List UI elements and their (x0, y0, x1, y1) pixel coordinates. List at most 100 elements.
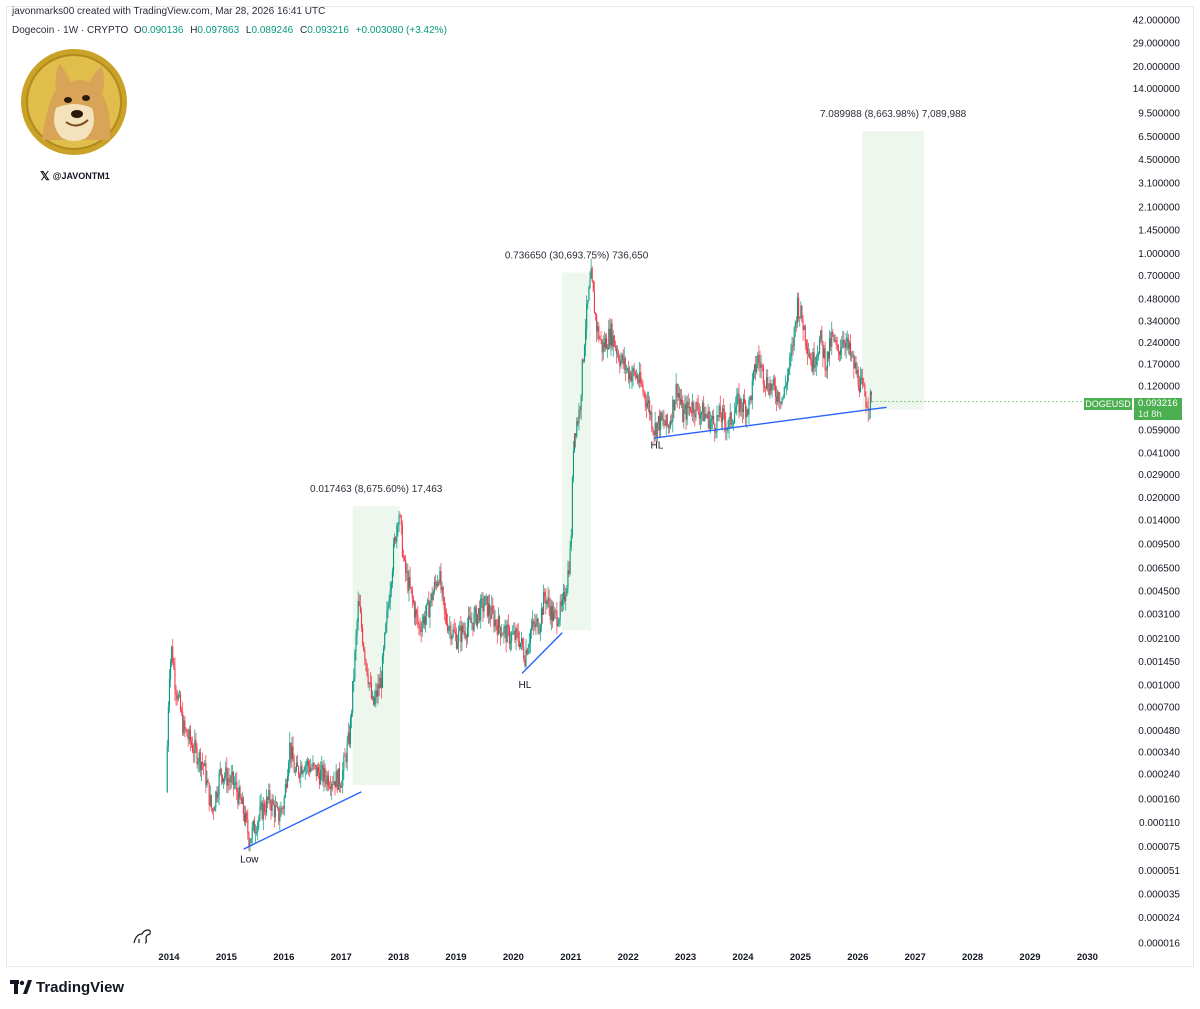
candle-body (200, 762, 203, 771)
candle-body (341, 785, 343, 788)
candle-body (296, 762, 299, 767)
candle-body (486, 596, 488, 617)
candle-body (358, 600, 360, 606)
candle-body (812, 352, 814, 372)
candle-body (432, 592, 434, 601)
candle-body (225, 767, 227, 777)
candle-body (820, 330, 822, 341)
candle-body (339, 785, 342, 788)
candle-body (792, 345, 794, 347)
candle-body (287, 776, 289, 788)
footer-brand[interactable]: TradingView (36, 978, 125, 996)
candle-body (326, 775, 328, 785)
candle-body (628, 368, 630, 380)
candle-body (611, 323, 613, 347)
candle-body (366, 663, 368, 675)
candle-body (343, 755, 345, 770)
zone-label: 0.017463 (8,675.60%) 17,463 (310, 484, 443, 495)
candle-body (515, 628, 517, 640)
candle-body (394, 537, 396, 545)
candle-body (506, 624, 508, 643)
candle-body (697, 403, 699, 412)
candle-body (827, 351, 829, 359)
candle-body (186, 729, 188, 737)
credit-line: javonmarks00 created with TradingView.co… (12, 6, 326, 17)
candle-body (787, 375, 789, 386)
candle-body (702, 402, 704, 413)
candle-body (436, 583, 438, 587)
candle-body (606, 338, 608, 350)
candle-body (607, 348, 609, 350)
candle-body (215, 791, 217, 808)
candle-body (639, 372, 641, 383)
candle-body (282, 808, 284, 810)
y-tick-label: 0.000024 (1138, 913, 1180, 924)
candle-body (766, 377, 768, 388)
candle-body (579, 409, 581, 411)
y-tick-label: 0.240000 (1138, 338, 1180, 349)
candle-body (716, 415, 718, 432)
candle-body (558, 619, 560, 625)
candle-body (260, 802, 262, 806)
candle-body (700, 412, 703, 415)
candle-body (618, 353, 620, 361)
symbol-name[interactable]: Dogecoin · 1W · CRYPTO (12, 25, 129, 36)
handle-text: @JAVONTM1 (52, 171, 110, 181)
candle-body (239, 786, 241, 798)
candle-body (338, 768, 340, 786)
candle-body (375, 690, 377, 698)
y-tick-label: 0.120000 (1138, 381, 1180, 392)
candle-body (761, 365, 763, 367)
candle-body (635, 375, 637, 378)
candle-body (546, 600, 548, 605)
candle-body (262, 803, 264, 820)
y-tick-label: 0.020000 (1138, 493, 1180, 504)
candle-body (655, 422, 657, 437)
y-tick-label: 0.009500 (1138, 540, 1180, 551)
candle-body (704, 413, 706, 422)
candle-body (386, 610, 388, 624)
candle-body (825, 370, 827, 372)
candle-body (269, 790, 271, 804)
candle-body (750, 396, 752, 401)
candle-body (229, 780, 231, 783)
candle-body (405, 559, 407, 573)
candle-body (856, 370, 858, 374)
candle-body (610, 323, 612, 346)
y-tick-label: 20.000000 (1133, 62, 1181, 73)
close-label: C (299, 25, 308, 36)
candle-body (196, 746, 198, 765)
candle-body (846, 337, 848, 342)
candle-body (699, 414, 701, 419)
tradingview-logo-icon[interactable] (10, 980, 32, 994)
candle-body (288, 763, 290, 777)
candle-body (667, 425, 669, 428)
candle-body (354, 651, 356, 678)
candle-body (179, 694, 182, 711)
candle-body (373, 696, 375, 705)
candle-body (869, 391, 871, 409)
price-chart[interactable]: 0.017463 (8,675.60%) 17,463 0.736650 (30,… (0, 0, 1200, 970)
candle-body (581, 359, 583, 395)
candle-body (630, 372, 632, 382)
candle-body (303, 770, 305, 772)
candle-body (324, 767, 326, 779)
candle-body (521, 638, 523, 643)
candle-body (202, 762, 204, 764)
candle-body (835, 340, 837, 345)
candle-body (612, 335, 614, 347)
candle-body (508, 627, 510, 644)
candle-body (730, 412, 732, 425)
candle-body (293, 761, 295, 773)
candle-body (379, 677, 381, 689)
candle-body (567, 570, 569, 589)
candle-body (320, 769, 322, 785)
candle-body (392, 544, 395, 572)
candle-body (586, 303, 588, 330)
candle-body (280, 807, 282, 817)
candle-body (539, 625, 541, 633)
candle-body (261, 802, 263, 820)
candle-body (622, 354, 624, 365)
candle-body (732, 422, 735, 424)
candle-body (351, 713, 353, 719)
